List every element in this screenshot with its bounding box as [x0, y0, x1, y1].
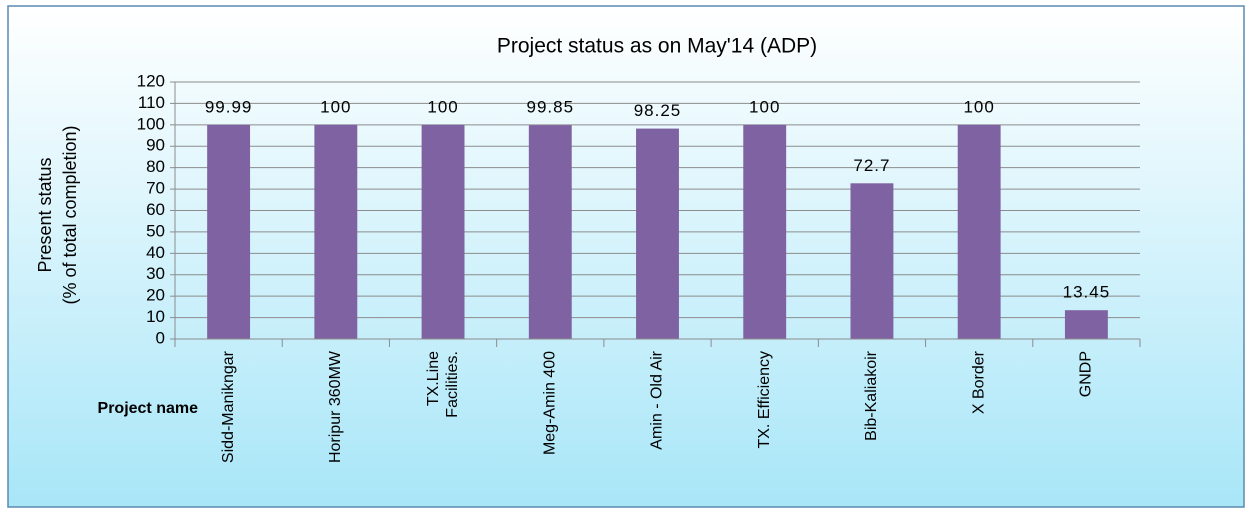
bar: [314, 124, 358, 339]
y-axis-label: (% of total completion): [60, 125, 80, 304]
bar: [1064, 310, 1108, 339]
x-tick-label: Amin - Old Air: [649, 350, 666, 449]
y-tick-label: 100: [137, 114, 165, 133]
y-tick-label: 50: [146, 221, 165, 240]
y-tick-label: 80: [146, 157, 165, 176]
bar: [421, 124, 465, 339]
x-tick-label: Sidd-Manikngar: [220, 350, 237, 463]
data-label: 13.45: [1063, 283, 1111, 302]
data-label: 100: [320, 97, 351, 116]
y-tick-label: 10: [146, 307, 165, 326]
x-tick-label: GNDP: [1078, 351, 1095, 397]
bar: [743, 124, 787, 339]
y-tick-label: 70: [146, 179, 165, 198]
data-label: 100: [427, 97, 458, 116]
data-label: 99.99: [205, 97, 253, 116]
bar: [957, 124, 1001, 339]
data-label: 100: [963, 97, 994, 116]
y-tick-label: 40: [146, 243, 165, 262]
chart-frame: [7, 5, 1245, 508]
y-tick-label: 90: [146, 136, 165, 155]
y-tick-label: 60: [146, 200, 165, 219]
bar: [636, 128, 679, 339]
x-tick-label: Meg-Amin 400: [541, 351, 558, 455]
data-label: 100: [749, 97, 780, 116]
y-tick-label: 120: [137, 71, 165, 90]
chart-title: Project status as on May'14 (ADP): [497, 35, 817, 58]
bar: [528, 125, 572, 339]
y-axis-label: Present status: [35, 157, 55, 272]
x-tick-label: X Border: [970, 350, 987, 414]
x-tick-label: TX. Efficiency: [756, 351, 773, 449]
x-tick-label: Bib-Kaliakoir: [863, 350, 880, 440]
y-tick-label: 0: [156, 328, 165, 347]
bar: [207, 124, 251, 339]
y-tick-label: 110: [138, 93, 165, 112]
x-axis-label: Project name: [98, 400, 199, 417]
y-tick-label: 30: [146, 264, 165, 283]
x-tick-label: TX.Line: [425, 351, 442, 406]
x-tick-label: Facilities.: [444, 351, 461, 418]
data-label: 99.85: [527, 98, 575, 117]
y-tick-label: 20: [146, 286, 165, 305]
x-tick-label: Horipur 360MW: [327, 350, 344, 463]
data-label: 98.25: [634, 101, 682, 120]
data-label: 72.7: [853, 156, 890, 175]
bar: [850, 183, 894, 339]
